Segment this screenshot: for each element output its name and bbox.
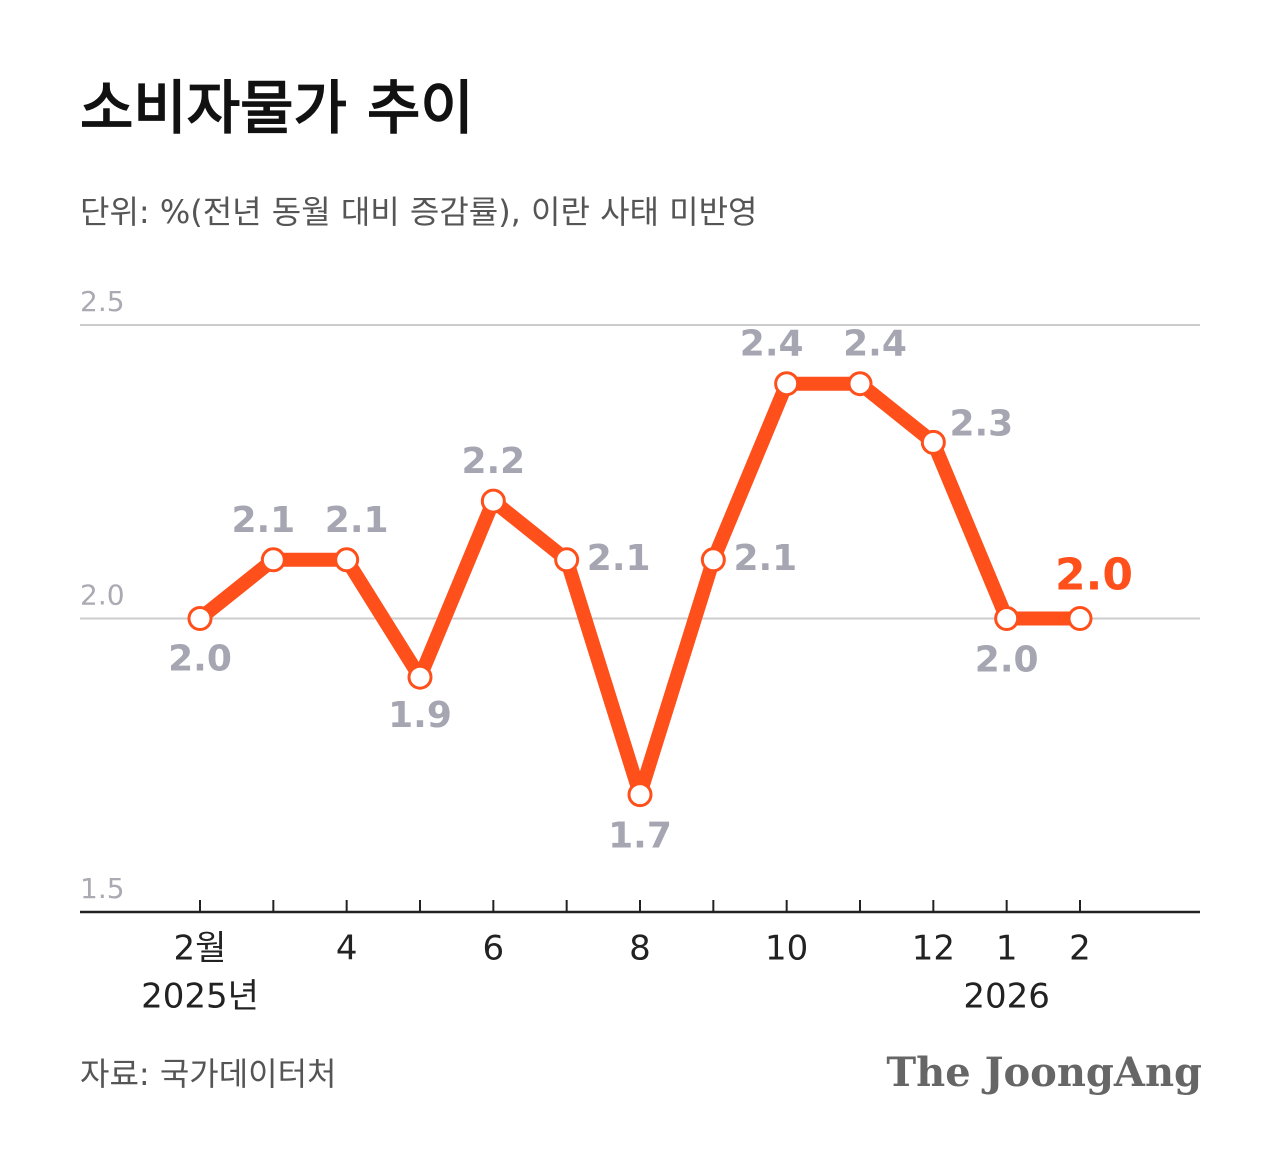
marker bbox=[994, 606, 1020, 631]
data-label: 2.4 bbox=[843, 324, 907, 365]
marker bbox=[1067, 606, 1093, 631]
x-tick-label: 8 bbox=[629, 929, 651, 969]
chart-title: 소비자물가 추이 bbox=[80, 74, 474, 142]
x-tick-label: 6 bbox=[483, 929, 505, 969]
data-label: 2.0 bbox=[975, 640, 1039, 681]
chart-subtitle: 단위: %(전년 동월 대비 증감률), 이란 사태 미반영 bbox=[80, 193, 757, 231]
x-tick-label: 12 bbox=[912, 929, 955, 969]
data-label: 2.0 bbox=[1055, 550, 1133, 601]
brand-logo: The JoongAng bbox=[886, 1049, 1202, 1096]
x-tick-sublabel: 2026 bbox=[963, 977, 1050, 1017]
data-label: 2.4 bbox=[740, 324, 804, 365]
y-tick-label: 1.5 bbox=[80, 872, 125, 905]
data-label: 2.1 bbox=[231, 500, 295, 541]
x-tick-label: 10 bbox=[765, 929, 808, 969]
x-tick-label: 4 bbox=[336, 929, 358, 969]
x-tick-sublabel: 2025년 bbox=[141, 977, 259, 1017]
data-label: 2.2 bbox=[461, 441, 525, 482]
marker bbox=[187, 606, 213, 631]
marker bbox=[847, 371, 873, 397]
source: 자료: 국가데이터처 bbox=[80, 1055, 336, 1093]
marker bbox=[920, 429, 946, 455]
marker bbox=[554, 547, 580, 573]
marker bbox=[480, 488, 506, 514]
marker bbox=[260, 547, 286, 573]
data-label: 2.1 bbox=[587, 538, 651, 579]
marker bbox=[774, 371, 800, 397]
line bbox=[195, 376, 1080, 802]
x-tick-label: 2 bbox=[1069, 929, 1091, 969]
data-label: 2.3 bbox=[949, 403, 1013, 444]
data-label: 1.9 bbox=[388, 695, 452, 736]
marker bbox=[407, 664, 433, 690]
y-tick-label: 2.0 bbox=[80, 579, 125, 612]
marker bbox=[334, 547, 360, 573]
x-tick-label: 2월 bbox=[174, 929, 227, 969]
marker bbox=[700, 547, 726, 573]
marker bbox=[627, 782, 653, 808]
data-label: 2.1 bbox=[733, 538, 797, 579]
data-label: 2.1 bbox=[325, 500, 389, 541]
x-tick-label: 1 bbox=[996, 929, 1018, 969]
y-tick-label: 2.5 bbox=[80, 285, 125, 318]
data-label: 1.7 bbox=[608, 816, 672, 857]
data-label: 2.0 bbox=[168, 639, 232, 680]
